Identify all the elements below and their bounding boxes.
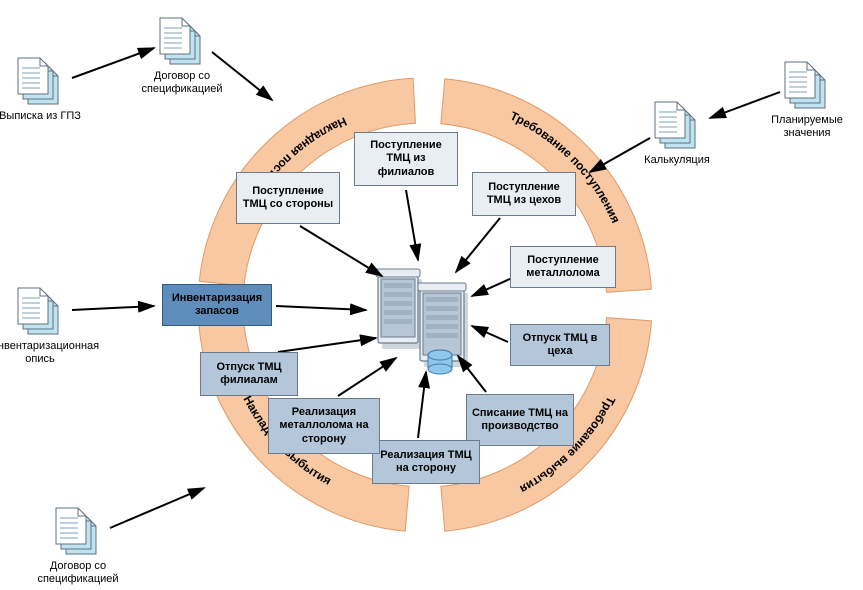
document-icon: [655, 102, 695, 148]
arrow: [338, 358, 396, 396]
document-icon: [56, 508, 96, 554]
process-box: Отпуск ТМЦ в цеха: [510, 324, 610, 366]
process-box: Реализация металлолома на сторону: [268, 398, 380, 454]
process-box: Поступление ТМЦ со стороны: [236, 172, 340, 224]
process-box: Инвентаризация запасов: [162, 284, 272, 326]
arrow: [276, 306, 366, 310]
process-box: Поступление металлолома: [510, 246, 616, 288]
arrow: [300, 226, 382, 276]
doc-label: Планируемые значения: [757, 114, 857, 139]
arrow: [472, 278, 512, 296]
arrow: [72, 306, 154, 310]
process-box: Поступление ТМЦ из филиалов: [354, 132, 458, 186]
doc-label: Договор со спецификацией: [132, 70, 232, 95]
server-icon: [376, 269, 468, 374]
arrow: [278, 338, 376, 352]
diagram-canvas: Накладная поступленияТребование поступле…: [0, 0, 863, 590]
process-box: Отпуск ТМЦ филиалам: [200, 352, 298, 396]
doc-label: Договор со спецификацией: [28, 560, 128, 585]
process-box: Списание ТМЦ на производство: [466, 394, 574, 446]
arrow: [456, 218, 500, 272]
doc-label: Выписка из ГПЗ: [0, 110, 90, 123]
arrow: [472, 326, 508, 342]
process-box: Поступление ТМЦ из цехов: [472, 172, 576, 216]
arrow: [110, 488, 204, 528]
arrow: [418, 372, 426, 438]
document-icon: [18, 58, 58, 104]
document-icon: [160, 18, 200, 64]
arrow: [406, 190, 418, 260]
process-box: Реализация ТМЦ на сторону: [372, 440, 480, 484]
doc-label: Калькуляция: [627, 154, 727, 167]
doc-label: Инвентаризационная опись: [0, 340, 90, 365]
document-icon: [18, 288, 58, 334]
arrow: [458, 356, 486, 392]
document-icon: [785, 62, 825, 108]
